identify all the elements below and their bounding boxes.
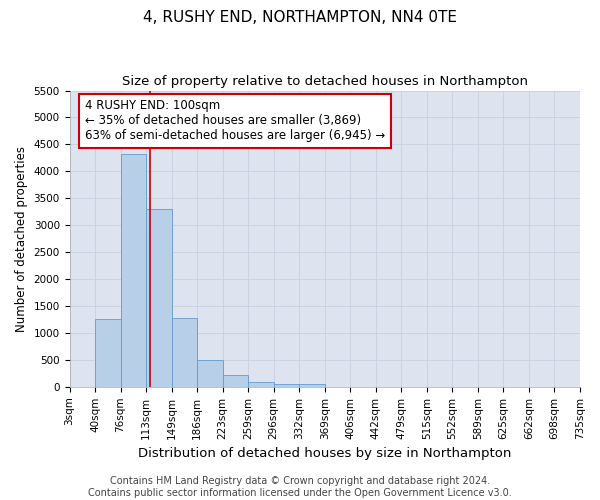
Title: Size of property relative to detached houses in Northampton: Size of property relative to detached ho… [122,75,528,88]
Bar [274,384,299,387]
Bar [146,209,172,387]
Y-axis label: Number of detached properties: Number of detached properties [15,146,28,332]
Bar [197,360,223,387]
X-axis label: Distribution of detached houses by size in Northampton: Distribution of detached houses by size … [138,447,511,460]
Bar [223,375,248,387]
Bar [248,382,274,387]
Bar [172,318,197,387]
Text: Contains HM Land Registry data © Crown copyright and database right 2024.
Contai: Contains HM Land Registry data © Crown c… [88,476,512,498]
Text: 4 RUSHY END: 100sqm
← 35% of detached houses are smaller (3,869)
63% of semi-det: 4 RUSHY END: 100sqm ← 35% of detached ho… [85,100,385,142]
Bar [95,319,121,387]
Text: 4, RUSHY END, NORTHAMPTON, NN4 0TE: 4, RUSHY END, NORTHAMPTON, NN4 0TE [143,10,457,25]
Bar [299,384,325,387]
Bar [121,154,146,387]
